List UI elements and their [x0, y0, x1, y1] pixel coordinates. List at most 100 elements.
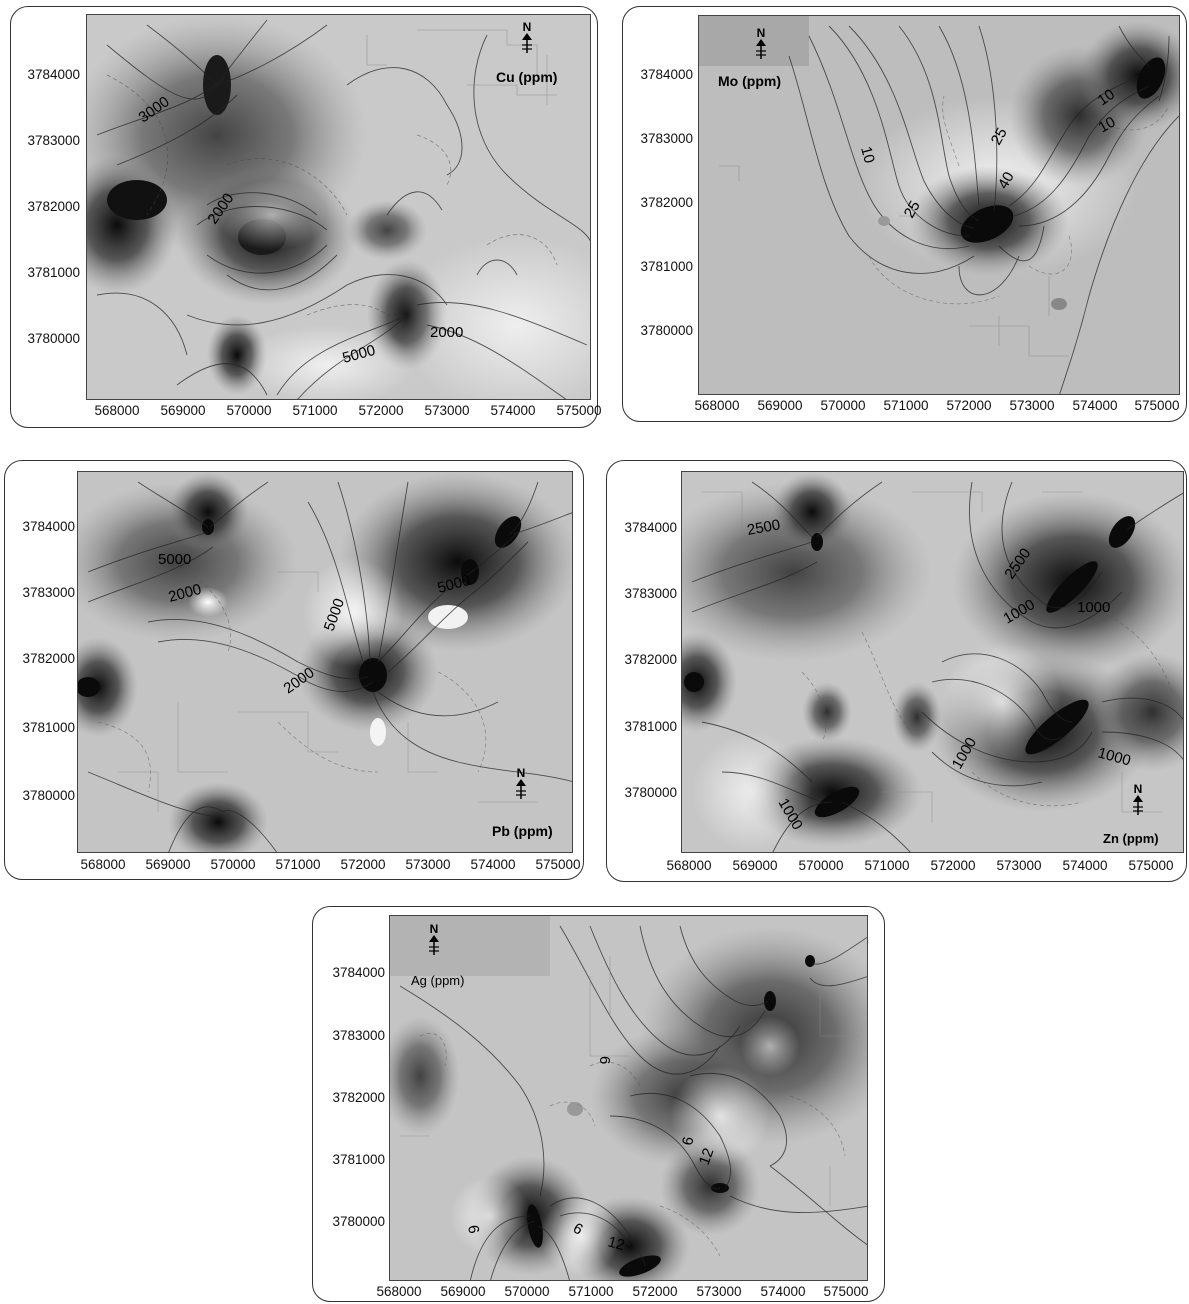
x-tick-label: 571000	[292, 403, 338, 418]
contour-label: 2000	[430, 324, 463, 341]
x-tick-label: 571000	[275, 857, 321, 872]
contour-plot-mo: 10 25 40 25 10 10	[698, 15, 1180, 395]
y-tick-label: 3782000	[640, 195, 693, 210]
x-tick-label: 571000	[568, 1284, 614, 1299]
x-tick-label: 569000	[160, 403, 206, 418]
x-tick-label: 568000	[666, 858, 712, 873]
x-tick-label: 573000	[424, 403, 470, 418]
x-tick-label: 573000	[996, 858, 1042, 873]
x-tick-label: 570000	[820, 398, 866, 413]
y-tick-label: 3784000	[22, 519, 75, 534]
x-tick-label: 570000	[798, 858, 844, 873]
y-tick-label: 3784000	[332, 965, 385, 980]
y-tick-label: 3783000	[332, 1028, 385, 1043]
map-panel-mo: 10 25 40 25 10 10 N Mo (ppm) 3784000 378…	[622, 6, 1187, 422]
north-label: N	[1133, 782, 1143, 796]
map-panel-zn: 2500 2500 1000 1000 1000 1000 1000 N Zn …	[606, 460, 1187, 882]
north-arrow: N	[750, 27, 772, 59]
north-arrow: N	[516, 21, 538, 53]
y-tick-label: 3780000	[624, 785, 677, 800]
x-tick-label: 574000	[1062, 858, 1108, 873]
x-tick-label: 574000	[470, 857, 516, 872]
contour-plot-zn: 2500 2500 1000 1000 1000 1000 1000	[681, 471, 1184, 853]
y-tick-label: 3784000	[27, 67, 80, 82]
contour-plot-ag: 6 6 12 6 6 12	[389, 915, 868, 1281]
element-label-mo: Mo (ppm)	[718, 73, 781, 89]
north-arrow: N	[1127, 783, 1149, 815]
north-arrow-icon	[1133, 795, 1143, 815]
y-tick-label: 3782000	[332, 1090, 385, 1105]
y-tick-label: 3781000	[640, 259, 693, 274]
element-label-ag: Ag (ppm)	[411, 973, 465, 988]
contour-plot-pb: 5000 2000 5000 2000 5000	[77, 471, 573, 853]
x-tick-label: 572000	[358, 403, 404, 418]
x-tick-label: 568000	[94, 403, 140, 418]
contour-plot-cu: 3000 2000 2000 5000	[86, 14, 591, 400]
x-tick-label: 569000	[440, 1284, 486, 1299]
x-tick-label: 570000	[210, 857, 256, 872]
contour-label: 6	[596, 1056, 613, 1064]
map-panel-cu: 3000 2000 2000 5000 N Cu (ppm) 3784000 3…	[10, 6, 602, 428]
y-tick-label: 3780000	[22, 788, 75, 803]
map-panel-ag: 6 6 12 6 6 12 N Ag (ppm) 3784000 3783000…	[312, 906, 885, 1302]
y-tick-label: 3780000	[332, 1214, 385, 1229]
contour-map-pb: 5000 2000 5000 2000 5000	[78, 472, 572, 852]
x-tick-label: 569000	[732, 858, 778, 873]
y-tick-label: 3782000	[624, 652, 677, 667]
y-tick-label: 3780000	[640, 323, 693, 338]
x-tick-label: 574000	[760, 1284, 806, 1299]
x-tick-label: 572000	[946, 398, 992, 413]
contour-map-cu: 3000 2000 2000 5000	[87, 15, 590, 399]
north-arrow-icon	[429, 935, 439, 955]
north-label: N	[756, 26, 766, 40]
x-tick-label: 575000	[556, 403, 602, 418]
contour-label: 6	[464, 1224, 482, 1235]
contour-label: 25	[988, 125, 1011, 148]
element-label-zn: Zn (ppm)	[1103, 831, 1159, 846]
x-tick-label: 568000	[376, 1284, 422, 1299]
x-tick-label: 570000	[226, 403, 272, 418]
map-panel-pb: 5000 2000 5000 2000 5000 N Pb (ppm) 3784…	[4, 460, 584, 880]
x-tick-label: 571000	[864, 858, 910, 873]
north-arrow-icon	[756, 39, 766, 59]
y-tick-label: 3780000	[27, 331, 80, 346]
contour-label: 40	[995, 169, 1018, 192]
x-tick-label: 573000	[696, 1284, 742, 1299]
contour-label: 6	[679, 1136, 697, 1147]
contour-label: 12	[606, 1233, 627, 1254]
north-label: N	[429, 922, 439, 936]
x-tick-label: 575000	[1134, 398, 1180, 413]
contour-label: 10	[1096, 113, 1119, 136]
north-arrow: N	[510, 767, 532, 799]
contour-label: 12	[696, 1146, 718, 1167]
element-label-pb: Pb (ppm)	[492, 823, 553, 839]
y-tick-label: 3781000	[22, 720, 75, 735]
contour-label: 25	[901, 198, 924, 221]
y-tick-label: 3783000	[640, 131, 693, 146]
y-tick-label: 3783000	[27, 133, 80, 148]
north-label: N	[522, 20, 532, 34]
x-tick-label: 573000	[405, 857, 451, 872]
x-tick-label: 574000	[490, 403, 536, 418]
x-tick-label: 570000	[504, 1284, 550, 1299]
north-label: N	[516, 766, 526, 780]
x-tick-label: 571000	[883, 398, 929, 413]
y-tick-label: 3783000	[22, 585, 75, 600]
north-arrow: N	[423, 923, 445, 955]
element-label-cu: Cu (ppm)	[496, 69, 558, 85]
x-tick-label: 574000	[1072, 398, 1118, 413]
x-tick-label: 572000	[930, 858, 976, 873]
y-tick-label: 3784000	[624, 520, 677, 535]
contour-map-zn: 2500 2500 1000 1000 1000 1000 1000	[682, 472, 1183, 852]
contour-label: 5000	[158, 551, 191, 568]
x-tick-label: 568000	[694, 398, 740, 413]
north-arrow-icon	[516, 779, 526, 799]
north-arrow-icon	[522, 33, 532, 53]
x-tick-label: 569000	[757, 398, 803, 413]
contour-map-mo: 10 25 40 25 10 10	[699, 16, 1179, 394]
x-tick-label: 568000	[80, 857, 126, 872]
x-tick-label: 575000	[823, 1284, 869, 1299]
contour-label: 2500	[746, 516, 782, 539]
y-tick-label: 3782000	[27, 199, 80, 214]
y-tick-label: 3783000	[624, 586, 677, 601]
